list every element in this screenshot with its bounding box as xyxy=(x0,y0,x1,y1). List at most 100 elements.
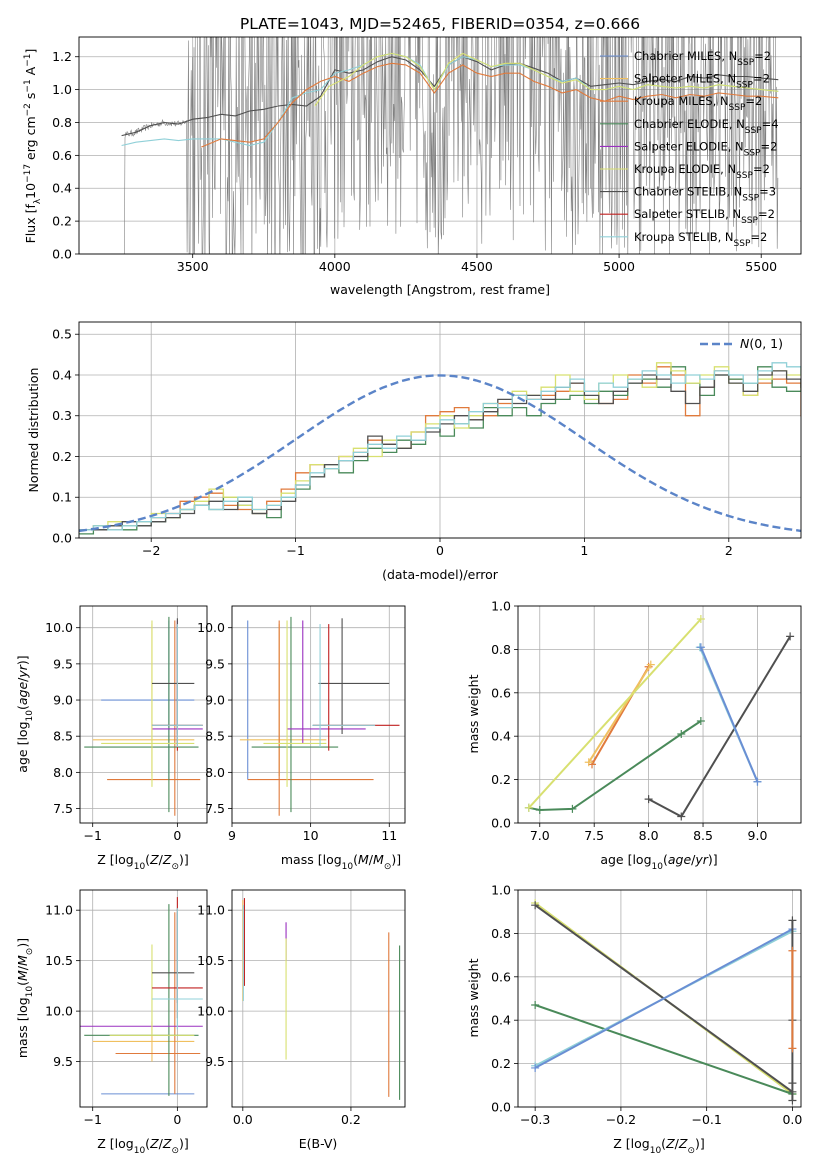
y-tick-label: 0.2 xyxy=(52,214,72,229)
legend-label-part: Kroupa STELIB, N xyxy=(634,230,734,244)
y-tick-label: 10.0 xyxy=(45,620,73,635)
x-tick-label: −0.3 xyxy=(520,1112,550,1127)
x-axis-label-part: / xyxy=(159,852,164,867)
x-tick-label: 0 xyxy=(173,828,181,843)
x-axis-label-part: ( xyxy=(663,852,668,867)
weight-line xyxy=(528,618,702,809)
y-tick-label: 1.0 xyxy=(491,599,511,614)
x-axis-label-part: Z xyxy=(149,1136,159,1151)
x-tick-label: 9.0 xyxy=(748,828,768,843)
legend-label: Salpeter MILES, NSSP=2 xyxy=(634,72,770,91)
x-axis-label-part: Z [ xyxy=(97,852,114,867)
x-axis-label-part: / xyxy=(369,852,374,867)
y-axis-label-part: s xyxy=(23,93,38,104)
y-axis-label-part: A xyxy=(23,66,38,79)
plot-area xyxy=(80,897,203,1096)
figure-title: PLATE=1043, MJD=52465, FIBERID=0354, z=0… xyxy=(240,15,640,33)
model-spectrum xyxy=(200,62,779,148)
y-tick-label: 10.0 xyxy=(45,1004,73,1019)
y-axis-label-part: )] xyxy=(15,938,30,948)
weight-marker xyxy=(788,1044,797,1053)
legend-label-part: (0, 1) xyxy=(749,336,783,351)
x-tick-label: 2 xyxy=(725,543,733,558)
x-axis-label-part: / xyxy=(159,1136,164,1151)
legend-label-part: =2 xyxy=(750,230,767,244)
legend-label-part: Kroupa ELODIE, N xyxy=(634,162,736,176)
x-axis-label: wavelength [Angstrom, rest frame] xyxy=(330,282,550,297)
y-axis-label-part: ⊙ xyxy=(25,948,35,956)
x-axis-label-part: Z [ xyxy=(97,1136,114,1151)
y-tick-label: 8.5 xyxy=(205,729,225,744)
plot-area xyxy=(110,37,779,254)
axes-frame xyxy=(517,889,802,1108)
y-axis-label-part: erg cm xyxy=(23,116,38,164)
weight-marker xyxy=(786,632,795,641)
x-axis-label-part: ⊙ xyxy=(384,862,392,872)
y-tick-label: 0.4 xyxy=(491,1013,511,1028)
weight-marker xyxy=(524,803,533,812)
y-tick-label: 0.6 xyxy=(491,969,511,984)
plot-area xyxy=(84,616,203,816)
y-tick-label: 8.0 xyxy=(205,765,225,780)
y-tick-label: 1.2 xyxy=(52,49,72,64)
x-axis-label-part: yr xyxy=(694,852,708,867)
legend-label-part: SSP xyxy=(745,126,762,136)
y-tick-label: 10.5 xyxy=(197,953,225,968)
y-axis-label-part: 10 xyxy=(25,710,35,722)
y-tick-label: 10.5 xyxy=(45,953,73,968)
x-axis-label-part: 10 xyxy=(650,1146,662,1156)
plot-area xyxy=(239,616,400,816)
x-axis-label-part: M xyxy=(358,852,369,867)
x-axis-label-part: ( xyxy=(661,1136,666,1151)
y-axis-label-part: −2 xyxy=(23,103,33,116)
x-axis-label-part: log xyxy=(323,852,342,867)
weight-line xyxy=(528,720,702,812)
y-axis-label-part: )] xyxy=(15,655,30,665)
x-tick-label: −0.2 xyxy=(606,1112,636,1127)
legend-label-part: Salpeter MILES, N xyxy=(634,72,736,86)
y-tick-label: 10.0 xyxy=(197,1004,225,1019)
y-tick-label: 0.0 xyxy=(491,816,511,831)
x-tick-label: 7.0 xyxy=(530,828,550,843)
x-axis-label-part: log xyxy=(631,1136,650,1151)
y-tick-label: 1.0 xyxy=(491,883,511,898)
legend-label: Chabrier STELIB, NSSP=3 xyxy=(634,185,776,204)
axes-age-vs-z: −1 0 7.5 8.0 8.5 9.0 9.5 10.0 xyxy=(45,605,208,843)
x-tick-label: 8.0 xyxy=(639,828,659,843)
x-axis-label-part: log xyxy=(115,1136,134,1151)
axes-frame xyxy=(231,889,406,1108)
weight-marker xyxy=(644,795,653,804)
x-axis-label-part: 10 xyxy=(342,862,354,872)
x-axis-label-part: 10 xyxy=(134,862,146,872)
legend-label: Salpeter STELIB, NSSP=2 xyxy=(634,207,775,226)
y-tick-label: 7.5 xyxy=(53,801,73,816)
y-axis-label-part: 10 xyxy=(23,183,38,199)
y-tick-label: 9.0 xyxy=(205,693,225,708)
y-tick-label: 0.3 xyxy=(52,408,72,423)
x-axis-label: age [log10(age/yr)] xyxy=(600,852,717,872)
x-tick-label: 4500 xyxy=(461,259,493,274)
legend-label-part: SSP xyxy=(744,148,761,158)
legend-label-part: SSP xyxy=(742,194,759,204)
y-axis-label-part: λ xyxy=(33,198,43,204)
y-axis-label-part: M xyxy=(15,955,30,966)
plot-area xyxy=(531,899,797,1105)
x-axis-label-part: ( xyxy=(353,852,358,867)
x-axis-label-part: age xyxy=(668,852,692,867)
x-tick-label: 10 xyxy=(303,828,319,843)
y-axis-label: mass [log10(M/M⊙)] xyxy=(15,938,35,1058)
y-tick-label: 11.0 xyxy=(45,903,73,918)
x-axis-label-part: )] xyxy=(695,1136,705,1151)
legend-label-part: SSP xyxy=(737,58,754,68)
x-tick-label: −1 xyxy=(83,828,101,843)
x-tick-label: 0 xyxy=(173,1112,181,1127)
y-tick-label: 8.0 xyxy=(53,765,73,780)
legend-label-part: Chabrier MILES, N xyxy=(634,49,737,63)
y-tick-label: 1.0 xyxy=(52,82,72,97)
x-tick-label: −1 xyxy=(286,543,304,558)
axes-frame xyxy=(79,889,208,1108)
x-axis-label: E(B-V) xyxy=(299,1136,338,1151)
x-axis-label-part: Z [ xyxy=(613,1136,630,1151)
y-axis-label-part: Flux [f xyxy=(23,204,38,244)
y-axis-label-part: 10 xyxy=(25,986,35,998)
